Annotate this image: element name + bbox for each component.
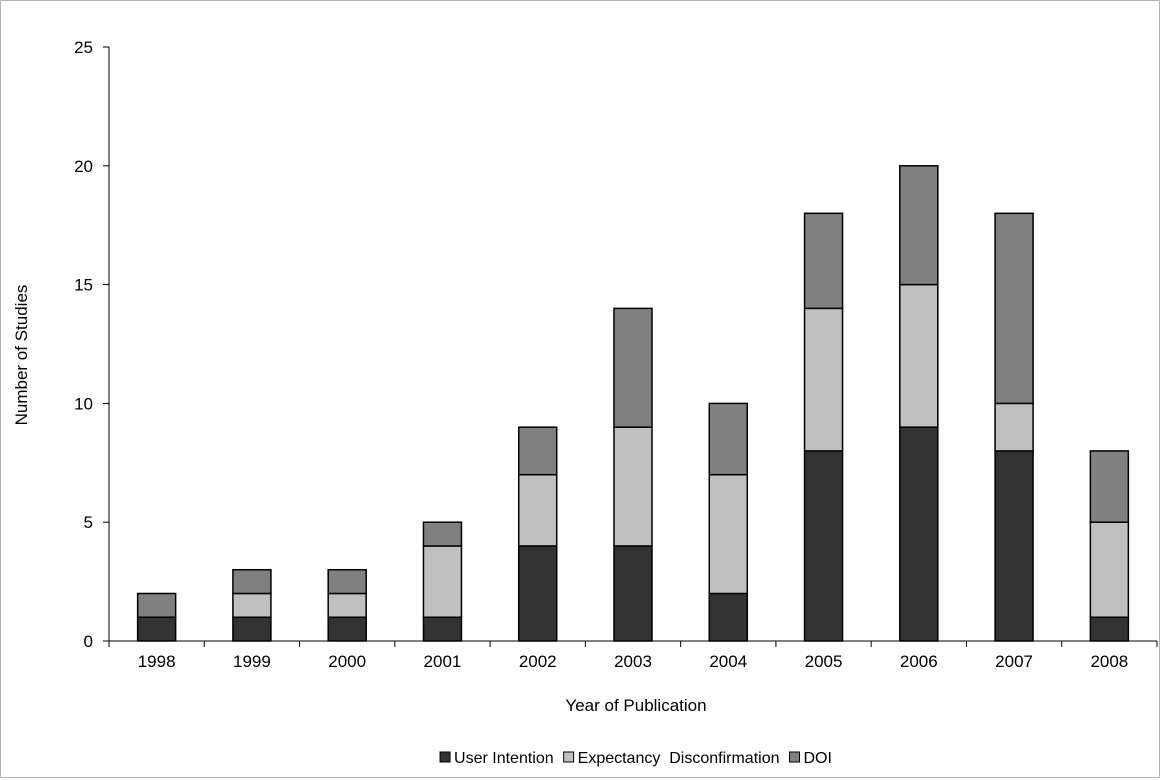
axes-group bbox=[103, 46, 1158, 647]
bar-2005-series-0 bbox=[803, 450, 844, 642]
bar-2007-series-2 bbox=[994, 212, 1034, 405]
legend-swatch bbox=[563, 751, 575, 763]
bar-1999-series-0 bbox=[232, 616, 272, 642]
x-tick-label: 1999 bbox=[233, 652, 271, 671]
legend-label: DOI bbox=[804, 750, 832, 767]
bar-2006-series-0 bbox=[899, 426, 939, 642]
bar-2002-series-0 bbox=[517, 545, 558, 642]
bar-2001-series-1 bbox=[422, 545, 463, 618]
x-tick-label: 2008 bbox=[1090, 652, 1128, 671]
bar-1999-series-1 bbox=[232, 592, 272, 618]
y-tick-label: 25 bbox=[74, 38, 93, 57]
legend-label: Expectancy Disconfirmation bbox=[578, 750, 780, 767]
y-axis-title: Number of Studies bbox=[12, 285, 31, 426]
bar-2000-series-2 bbox=[327, 568, 367, 595]
bar-2006-series-2 bbox=[899, 165, 939, 286]
y-tick-label: 5 bbox=[84, 513, 93, 532]
bar-2001-series-0 bbox=[422, 616, 463, 642]
bar-1998-series-0 bbox=[136, 616, 177, 642]
x-tick-label: 2005 bbox=[805, 652, 843, 671]
x-tick-label: 2003 bbox=[614, 652, 652, 671]
bar-2008-series-0 bbox=[1089, 616, 1130, 642]
y-tick-labels: 0 5 10 15 20 25 bbox=[74, 38, 93, 651]
y-tick-label: 15 bbox=[74, 276, 93, 295]
bar-2003-series-0 bbox=[613, 545, 653, 642]
legend-label: User Intention bbox=[454, 750, 554, 767]
y-tick-label: 20 bbox=[74, 157, 93, 176]
bar-2007-series-1 bbox=[994, 402, 1034, 452]
bar-2008-series-1 bbox=[1089, 521, 1130, 618]
x-tick-label: 2007 bbox=[995, 652, 1033, 671]
legend-swatch bbox=[789, 751, 801, 763]
legend-item-0: User Intention bbox=[439, 750, 554, 767]
legend: User Intention Expectancy Disconfirmation… bbox=[439, 750, 832, 767]
bar-2002-series-1 bbox=[517, 473, 558, 547]
y-tick-label: 0 bbox=[84, 632, 93, 651]
x-tick-labels: 1998 1999 2000 2001 2002 2003 2004 2005 2006 2007… bbox=[138, 652, 1129, 671]
bar-2000-series-0 bbox=[327, 616, 367, 642]
bar-2005-series-1 bbox=[803, 307, 844, 452]
x-tick-label: 2000 bbox=[328, 652, 366, 671]
bar-2004-series-0 bbox=[708, 592, 749, 642]
x-tick-label: 2006 bbox=[900, 652, 938, 671]
y-tick-label: 10 bbox=[74, 394, 93, 413]
bar-2006-series-1 bbox=[899, 283, 939, 428]
legend-item-2: DOI bbox=[789, 750, 832, 767]
bar-2007-series-0 bbox=[994, 450, 1034, 642]
x-axis-title: Year of Publication bbox=[565, 696, 706, 715]
bar-2004-series-1 bbox=[708, 473, 749, 595]
bar-2004-series-2 bbox=[708, 402, 749, 476]
bar-2000-series-1 bbox=[327, 592, 367, 618]
x-tick-label: 2004 bbox=[709, 652, 747, 671]
bar-2008-series-2 bbox=[1089, 450, 1130, 523]
x-tick-label: 2002 bbox=[519, 652, 557, 671]
bar-2002-series-2 bbox=[517, 426, 558, 476]
bar-2003-series-1 bbox=[613, 426, 653, 547]
bar-2001-series-2 bbox=[422, 521, 463, 547]
bar-2003-series-2 bbox=[613, 307, 653, 428]
x-tick-label: 1998 bbox=[138, 652, 176, 671]
bar-1999-series-2 bbox=[232, 568, 272, 595]
bar-1998-series-2 bbox=[136, 592, 177, 618]
legend-swatch bbox=[439, 751, 451, 763]
bars-group bbox=[136, 165, 1130, 642]
x-tick-label: 2001 bbox=[424, 652, 462, 671]
bar-2005-series-2 bbox=[803, 212, 844, 310]
legend-item-1: Expectancy Disconfirmation bbox=[563, 750, 780, 767]
